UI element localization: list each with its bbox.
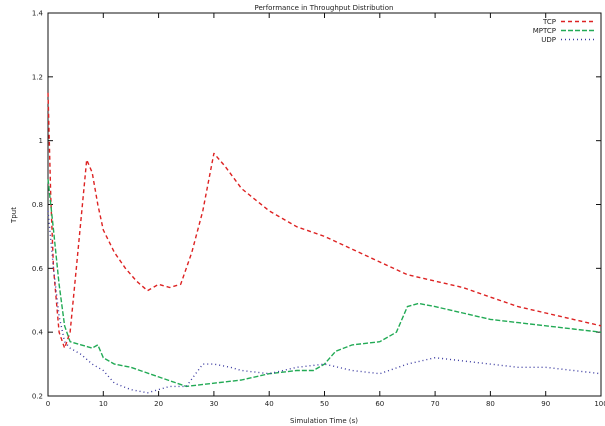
series-layer [47,92,602,394]
y-tick-label: 0.8 [32,201,43,209]
y-tick-label: 1.2 [32,73,43,81]
chart-title: Performance in Throughput Distribution [255,4,394,12]
x-tick-label: 40 [265,400,274,408]
legend-label-udp: UDP [541,36,556,44]
y-tick-label: 0.4 [32,329,44,337]
y-axis-title: Tput [10,207,18,224]
x-tick-label: 0 [46,400,50,408]
tick-labels: 0 10 20 30 40 50 60 70 80 90 100 0.2 0.4 0.6 0.8 1 1.2 1.… [32,10,605,409]
x-tick-label: 60 [375,400,384,408]
series-line-udp [47,210,602,394]
legend-label-tcp: TCP [542,18,556,26]
x-tick-label: 50 [320,400,329,408]
x-tick-label: 10 [99,400,108,408]
x-tick-label: 30 [209,400,218,408]
x-tick-label: 80 [486,400,495,408]
x-tick-label: 70 [431,400,440,408]
series-line-tcp [47,92,602,349]
series-line-mptcp [47,178,602,388]
y-tick-label: 0.6 [32,265,44,273]
x-tick-label: 90 [541,400,550,408]
y-tick-label: 1.4 [32,10,44,18]
x-tick-label: 100 [594,400,605,408]
y-tick-label: 0.2 [32,393,43,401]
y-tick-label: 1 [39,137,43,145]
legend-label-mptcp: MPTCP [533,27,556,35]
x-tick-label: 20 [154,400,163,408]
x-axis-title: Simulation Time (s) [290,417,358,425]
axis-ticks [47,12,602,397]
